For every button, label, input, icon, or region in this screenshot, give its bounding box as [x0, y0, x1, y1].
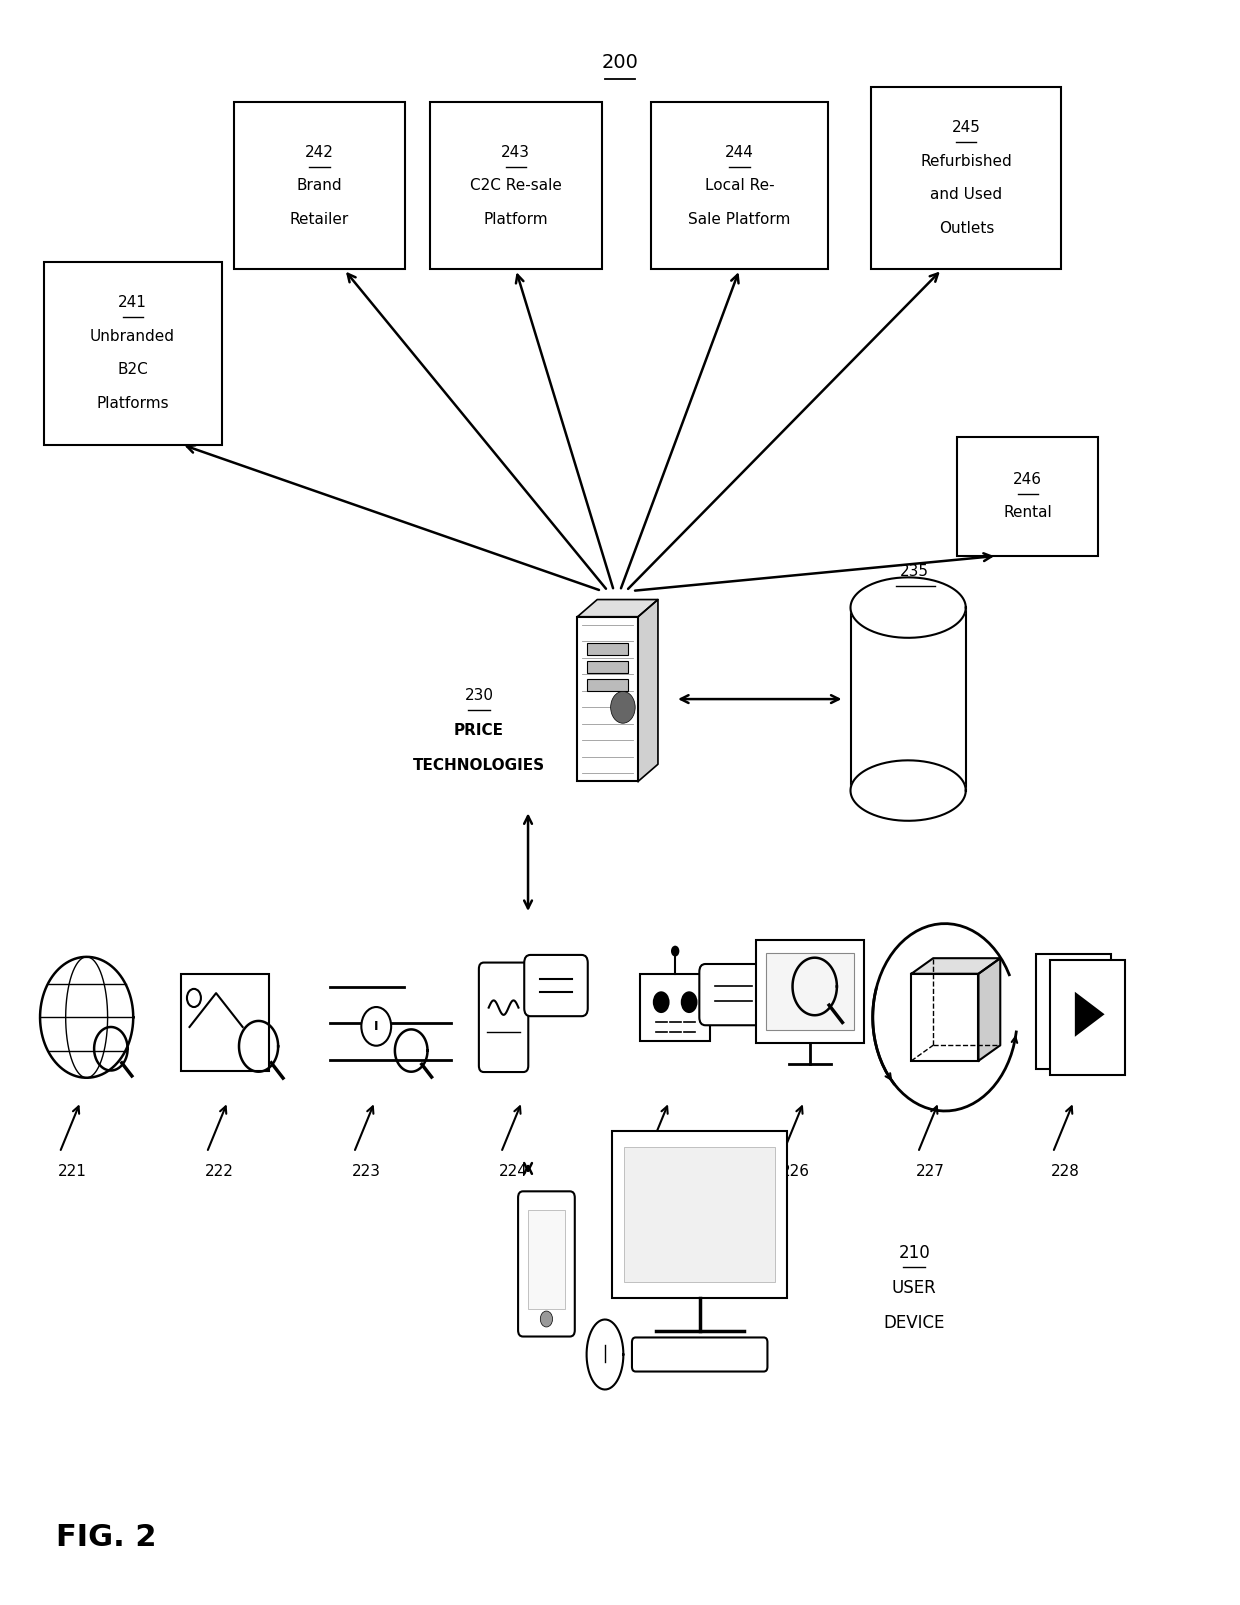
Text: 228: 228	[1050, 1164, 1080, 1180]
FancyBboxPatch shape	[640, 974, 711, 1040]
Polygon shape	[851, 761, 966, 820]
Text: Local Re-: Local Re-	[704, 178, 774, 194]
FancyBboxPatch shape	[1035, 955, 1111, 1069]
Circle shape	[361, 1006, 391, 1046]
FancyBboxPatch shape	[872, 87, 1061, 270]
Text: TECHNOLOGIES: TECHNOLOGIES	[413, 759, 546, 774]
Polygon shape	[1075, 992, 1105, 1037]
Polygon shape	[588, 661, 629, 672]
Polygon shape	[578, 600, 658, 616]
Polygon shape	[588, 679, 629, 690]
Text: C2C Re-sale: C2C Re-sale	[470, 178, 562, 194]
Polygon shape	[851, 578, 966, 637]
Circle shape	[610, 692, 635, 724]
Text: FIG. 2: FIG. 2	[56, 1523, 156, 1552]
FancyBboxPatch shape	[632, 1337, 768, 1372]
Text: USER: USER	[892, 1279, 936, 1297]
Circle shape	[671, 945, 680, 957]
Text: 226: 226	[781, 1164, 810, 1180]
FancyBboxPatch shape	[43, 262, 222, 445]
Text: 243: 243	[501, 144, 531, 160]
FancyBboxPatch shape	[234, 103, 405, 270]
Text: I: I	[374, 1019, 378, 1034]
Polygon shape	[911, 974, 978, 1061]
Text: Outlets: Outlets	[939, 220, 994, 236]
FancyBboxPatch shape	[766, 953, 854, 1030]
Text: Sale Platform: Sale Platform	[688, 212, 791, 226]
Text: 222: 222	[205, 1164, 233, 1180]
Text: PRICE: PRICE	[454, 724, 503, 738]
FancyBboxPatch shape	[430, 103, 601, 270]
Text: DEVICE: DEVICE	[884, 1314, 945, 1332]
Text: 210: 210	[899, 1244, 930, 1262]
FancyBboxPatch shape	[479, 963, 528, 1072]
Text: B2C: B2C	[118, 363, 148, 377]
Circle shape	[652, 992, 670, 1013]
FancyBboxPatch shape	[528, 1210, 565, 1310]
Text: 246: 246	[1013, 472, 1042, 486]
Text: 230: 230	[465, 689, 494, 703]
Text: and Used: and Used	[930, 188, 1002, 202]
FancyBboxPatch shape	[957, 437, 1099, 555]
Polygon shape	[851, 608, 966, 791]
FancyBboxPatch shape	[756, 941, 863, 1043]
Text: Platforms: Platforms	[97, 395, 169, 411]
Text: 221: 221	[57, 1164, 87, 1180]
FancyBboxPatch shape	[525, 955, 588, 1016]
FancyBboxPatch shape	[613, 1132, 787, 1297]
FancyBboxPatch shape	[699, 965, 768, 1026]
Text: 235: 235	[900, 565, 929, 579]
Text: Retailer: Retailer	[290, 212, 350, 226]
Circle shape	[541, 1311, 553, 1327]
Circle shape	[681, 992, 698, 1013]
FancyBboxPatch shape	[181, 974, 269, 1071]
Text: 241: 241	[118, 295, 148, 310]
FancyBboxPatch shape	[651, 103, 828, 270]
Text: 200: 200	[601, 53, 639, 72]
Text: Brand: Brand	[296, 178, 342, 194]
Text: 227: 227	[916, 1164, 945, 1180]
Polygon shape	[578, 616, 639, 782]
Text: Rental: Rental	[1003, 506, 1052, 520]
Text: Refurbished: Refurbished	[920, 154, 1012, 169]
Text: 225: 225	[646, 1164, 675, 1180]
Text: 223: 223	[352, 1164, 381, 1180]
Text: 224: 224	[498, 1164, 528, 1180]
Polygon shape	[639, 600, 658, 782]
Text: 244: 244	[725, 144, 754, 160]
Text: Unbranded: Unbranded	[91, 329, 175, 343]
Polygon shape	[911, 958, 1001, 974]
Text: 242: 242	[305, 144, 334, 160]
FancyBboxPatch shape	[518, 1191, 575, 1337]
FancyBboxPatch shape	[1050, 960, 1125, 1075]
Text: Platform: Platform	[484, 212, 548, 226]
Text: 245: 245	[952, 120, 981, 135]
Polygon shape	[978, 958, 1001, 1061]
FancyBboxPatch shape	[624, 1148, 775, 1282]
Polygon shape	[588, 644, 629, 655]
